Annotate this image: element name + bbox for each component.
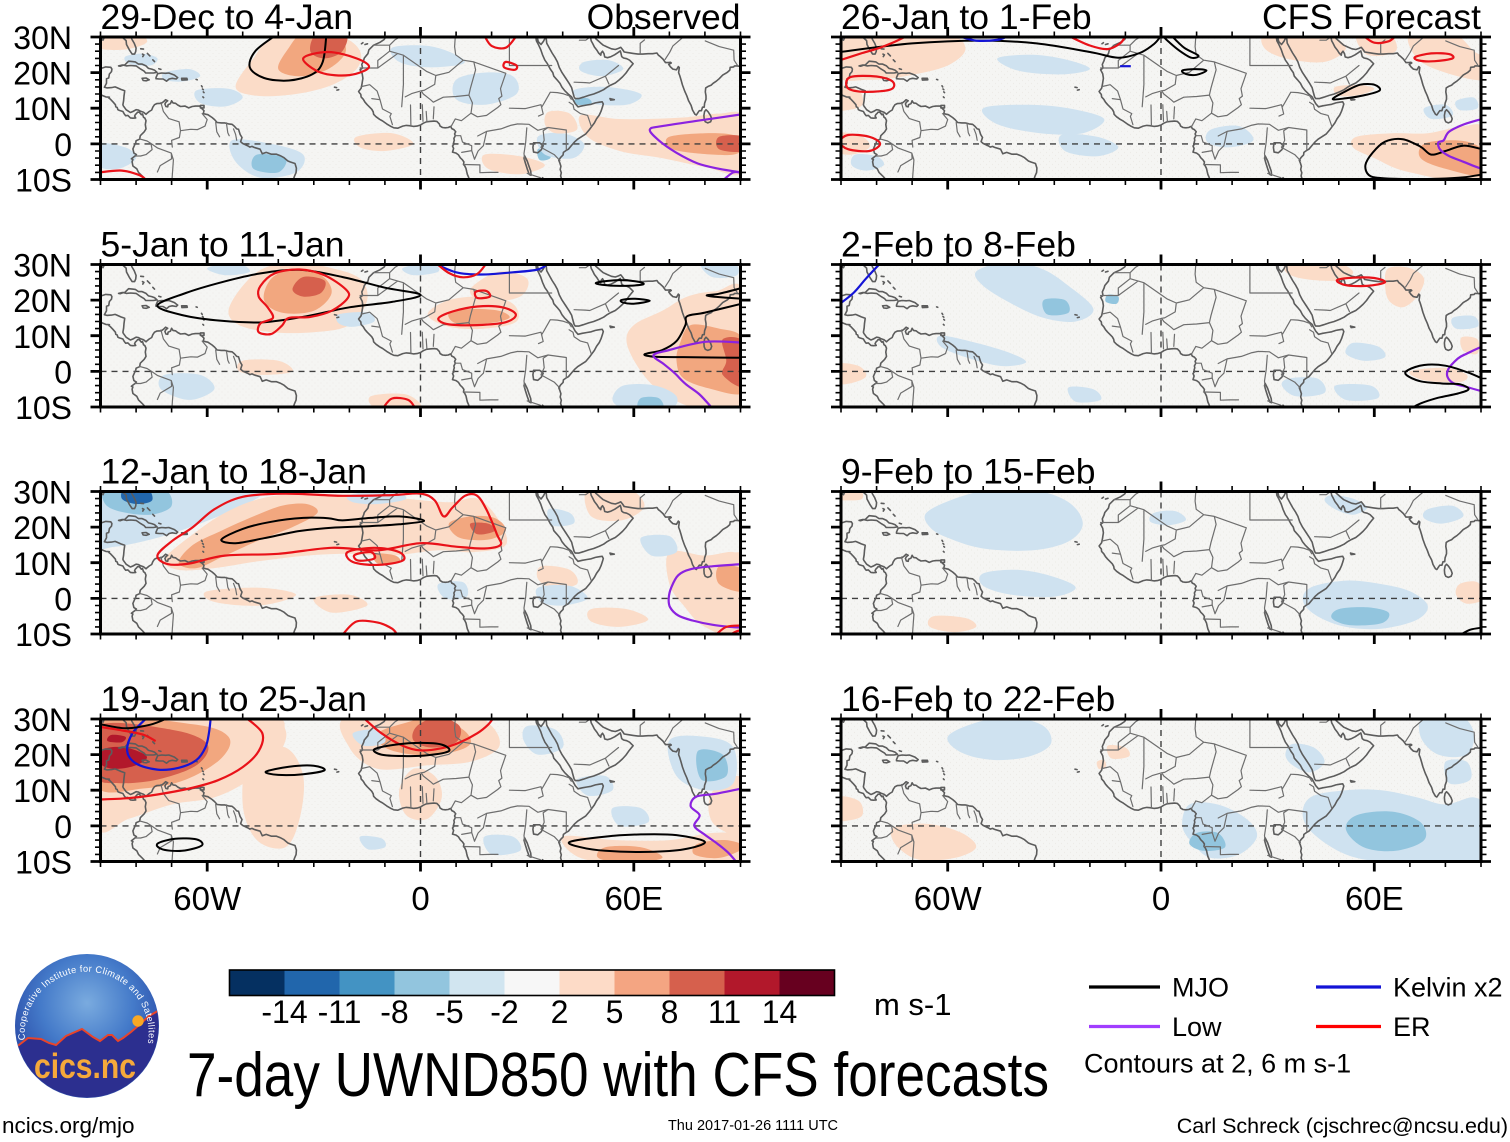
svg-text:16-Feb to 22-Feb: 16-Feb to 22-Feb xyxy=(841,679,1115,719)
svg-text:0: 0 xyxy=(54,581,72,617)
svg-text:Kelvin x2: Kelvin x2 xyxy=(1393,973,1503,1003)
svg-text:ncics.org/mjo: ncics.org/mjo xyxy=(2,1113,135,1138)
svg-text:60E: 60E xyxy=(1345,880,1404,917)
svg-text:7-day UWND850 with CFS forecas: 7-day UWND850 with CFS forecasts xyxy=(187,1041,1049,1110)
svg-text:2: 2 xyxy=(551,994,569,1030)
svg-text:20N: 20N xyxy=(13,56,72,92)
svg-text:30N: 30N xyxy=(13,475,72,511)
svg-text:12-Jan to 18-Jan: 12-Jan to 18-Jan xyxy=(101,452,367,492)
svg-text:10N: 10N xyxy=(13,91,72,127)
svg-text:0: 0 xyxy=(54,809,72,845)
svg-text:8: 8 xyxy=(661,994,679,1030)
svg-text:14: 14 xyxy=(762,994,798,1030)
svg-text:-8: -8 xyxy=(380,994,408,1030)
svg-text:26-Jan to 1-Feb: 26-Jan to 1-Feb xyxy=(841,0,1092,37)
svg-text:m s-1: m s-1 xyxy=(874,987,952,1022)
svg-text:CFS Forecast: CFS Forecast xyxy=(1262,0,1481,37)
svg-text:10S: 10S xyxy=(15,163,72,199)
svg-text:-11: -11 xyxy=(318,994,362,1030)
svg-text:cics.nc: cics.nc xyxy=(34,1047,136,1086)
svg-text:10N: 10N xyxy=(13,546,72,582)
svg-text:Low: Low xyxy=(1172,1012,1222,1042)
svg-text:60W: 60W xyxy=(173,880,242,917)
svg-text:Carl Schreck (cjschrec@ncsu.ed: Carl Schreck (cjschrec@ncsu.edu) xyxy=(1177,1114,1508,1138)
svg-text:MJO: MJO xyxy=(1172,973,1229,1003)
svg-text:60E: 60E xyxy=(604,880,663,917)
svg-text:0: 0 xyxy=(54,127,72,163)
svg-text:30N: 30N xyxy=(13,20,72,56)
svg-text:5-Jan to 11-Jan: 5-Jan to 11-Jan xyxy=(101,225,345,265)
svg-text:10N: 10N xyxy=(13,319,72,355)
svg-text:5: 5 xyxy=(606,994,624,1030)
svg-text:-14: -14 xyxy=(261,994,307,1030)
svg-text:Contours at 2, 6 m s-1: Contours at 2, 6 m s-1 xyxy=(1084,1049,1351,1079)
svg-text:2-Feb to 8-Feb: 2-Feb to 8-Feb xyxy=(841,225,1076,265)
svg-text:Thu 2017-01-26 1111 UTC: Thu 2017-01-26 1111 UTC xyxy=(668,1118,838,1134)
svg-text:10S: 10S xyxy=(15,617,72,653)
svg-text:-5: -5 xyxy=(435,994,463,1030)
svg-text:10S: 10S xyxy=(15,390,72,426)
svg-text:-2: -2 xyxy=(490,994,518,1030)
svg-text:30N: 30N xyxy=(13,248,72,284)
svg-text:20N: 20N xyxy=(13,283,72,319)
svg-text:0: 0 xyxy=(1152,880,1170,917)
svg-text:10S: 10S xyxy=(15,845,72,881)
svg-text:29-Dec to 4-Jan: 29-Dec to 4-Jan xyxy=(101,0,354,37)
svg-text:9-Feb to 15-Feb: 9-Feb to 15-Feb xyxy=(841,452,1096,492)
svg-text:20N: 20N xyxy=(13,738,72,774)
svg-text:0: 0 xyxy=(411,880,429,917)
svg-text:0: 0 xyxy=(54,354,72,390)
svg-text:10N: 10N xyxy=(13,773,72,809)
svg-text:30N: 30N xyxy=(13,702,72,738)
svg-text:ER: ER xyxy=(1393,1012,1431,1042)
svg-text:Observed: Observed xyxy=(587,0,741,37)
svg-text:11: 11 xyxy=(708,994,741,1030)
svg-text:19-Jan to 25-Jan: 19-Jan to 25-Jan xyxy=(101,679,367,719)
svg-text:20N: 20N xyxy=(13,510,72,546)
svg-text:60W: 60W xyxy=(914,880,983,917)
